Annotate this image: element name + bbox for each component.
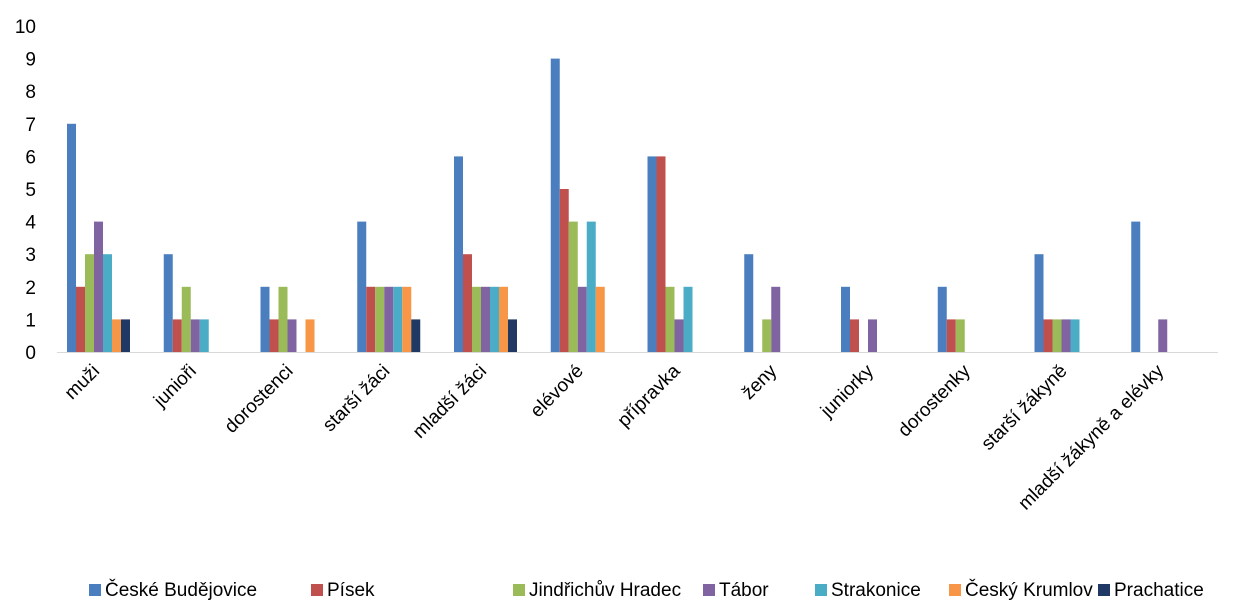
bar	[550, 58, 560, 352]
bar	[771, 286, 781, 352]
x-tick-label: mladší žáci	[409, 361, 491, 443]
bar	[683, 286, 693, 352]
bar	[199, 319, 209, 352]
y-tick-label: 10	[15, 17, 36, 38]
bar	[674, 319, 684, 352]
bar	[577, 286, 587, 352]
x-tick-label: muži	[61, 361, 104, 404]
legend-swatch	[1098, 584, 1110, 596]
legend-label: Jindřichův Hradec	[529, 580, 681, 601]
bar	[112, 319, 121, 352]
bar	[121, 319, 130, 352]
bar	[375, 286, 385, 352]
bar	[481, 286, 490, 352]
y-tick-label: 4	[25, 213, 36, 234]
bar	[287, 319, 297, 352]
bar	[163, 254, 173, 352]
legend-swatch	[513, 584, 525, 596]
bar	[1158, 319, 1168, 352]
bar	[946, 319, 956, 352]
bar	[490, 286, 499, 352]
y-tick-label: 8	[25, 82, 36, 103]
bar	[937, 286, 947, 352]
legend-label: Písek	[327, 580, 375, 601]
legend-label: Tábor	[719, 580, 769, 601]
x-tick-label: ženy	[738, 360, 782, 404]
x-axis-labels: muži junioři dorostenci starší žáci mladší ž…	[61, 360, 1169, 514]
bar	[384, 286, 394, 352]
bar	[463, 254, 472, 352]
bar	[868, 319, 877, 352]
y-tick-label: 3	[25, 245, 36, 266]
bar	[586, 221, 596, 352]
legend-label: České Budějovice	[105, 579, 257, 601]
bar	[955, 319, 965, 352]
bar	[472, 286, 481, 352]
bar	[595, 286, 605, 352]
x-tick-label: juniorky	[816, 360, 878, 422]
legend-swatch	[703, 584, 715, 596]
bar	[190, 319, 200, 352]
bar	[94, 221, 103, 352]
x-tick-label: starší žákyně	[978, 361, 1072, 455]
x-tick-label: dorostenky	[894, 360, 975, 441]
bar	[850, 319, 859, 352]
y-tick-label: 7	[25, 115, 36, 136]
bar-group	[67, 58, 1168, 352]
y-tick-label: 5	[25, 180, 36, 201]
bar	[665, 286, 675, 352]
bar	[559, 189, 569, 352]
legend-label: Strakonice	[831, 580, 921, 601]
legend-swatch	[815, 584, 827, 596]
legend: České Budějovice Písek Jindřichův Hradec Tá…	[89, 579, 1204, 601]
bar	[744, 254, 754, 352]
bar	[260, 286, 270, 352]
x-tick-label: junioři	[149, 361, 200, 412]
bar	[402, 286, 412, 352]
bar	[411, 319, 421, 352]
bar	[647, 156, 657, 352]
y-tick-label: 6	[25, 147, 36, 168]
bar	[103, 254, 112, 352]
legend-swatch	[311, 584, 323, 596]
x-tick-label: přípravka	[614, 360, 685, 431]
legend-label: Český Krumlov	[965, 579, 1093, 601]
y-tick-label: 1	[25, 310, 36, 331]
y-axis: 0 1 2 3 4 5 6 7 8 9 10	[15, 17, 37, 364]
x-tick-label: dorostenci	[221, 361, 298, 438]
bar	[762, 319, 772, 352]
legend-swatch	[89, 584, 101, 596]
bar	[85, 254, 94, 352]
bar	[1052, 319, 1062, 352]
bar	[357, 221, 367, 352]
bar	[181, 286, 191, 352]
x-tick-label: elévové	[527, 361, 588, 422]
bar	[67, 123, 76, 352]
bar	[366, 286, 376, 352]
legend-label: Prachatice	[1114, 580, 1204, 601]
x-tick-label: starší žáci	[319, 361, 394, 436]
bar	[1034, 254, 1044, 352]
y-tick-label: 0	[25, 343, 36, 364]
bar	[508, 319, 517, 352]
bar	[841, 286, 850, 352]
y-tick-label: 9	[25, 50, 36, 71]
bar	[305, 319, 315, 352]
bar	[1043, 319, 1053, 352]
bar	[393, 286, 403, 352]
bar	[568, 221, 578, 352]
bar	[1070, 319, 1080, 352]
bar	[278, 286, 288, 352]
legend-swatch	[949, 584, 961, 596]
bar	[76, 286, 85, 352]
bar	[1061, 319, 1071, 352]
bar	[172, 319, 182, 352]
bar	[499, 286, 508, 352]
y-tick-label: 2	[25, 278, 36, 299]
bar	[656, 156, 666, 352]
bar	[269, 319, 279, 352]
bar	[454, 156, 463, 352]
bar	[1131, 221, 1141, 352]
